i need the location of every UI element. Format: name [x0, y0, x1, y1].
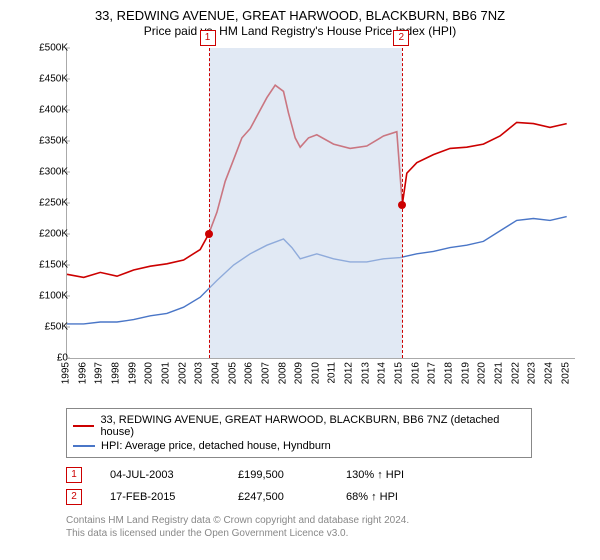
chart-container: 33, REDWING AVENUE, GREAT HARWOOD, BLACK… [0, 0, 600, 548]
sales-table: 1 04-JUL-2003 £199,500 130% ↑ HPI 2 17-F… [66, 464, 582, 508]
legend-swatch [73, 445, 95, 447]
x-tick-label: 2009 [294, 362, 305, 384]
sale-date: 17-FEB-2015 [110, 491, 210, 503]
x-tick-label: 2014 [377, 362, 388, 384]
y-tick-label: £450K [39, 74, 68, 85]
x-tick-label: 2020 [477, 362, 488, 384]
x-tick-label: 1998 [110, 362, 121, 384]
x-tick-label: 1995 [61, 362, 72, 384]
sale-delta: 68% ↑ HPI [346, 491, 398, 503]
x-tick-label: 2003 [194, 362, 205, 384]
x-tick-label: 2010 [310, 362, 321, 384]
sale-dot [398, 201, 406, 209]
y-tick-label: £350K [39, 136, 68, 147]
sale-marker-box: 1 [200, 30, 216, 46]
sale-marker: 1 [66, 467, 82, 483]
x-tick-label: 2023 [527, 362, 538, 384]
x-tick-label: 2021 [494, 362, 505, 384]
legend-item: 33, REDWING AVENUE, GREAT HARWOOD, BLACK… [73, 413, 525, 439]
chart-title-sub: Price paid vs. HM Land Registry's House … [18, 24, 582, 38]
sale-marker: 2 [66, 489, 82, 505]
x-tick-label: 2002 [177, 362, 188, 384]
x-tick-label: 2017 [427, 362, 438, 384]
x-tick-label: 2019 [460, 362, 471, 384]
sale-period-band [209, 48, 403, 358]
x-tick-label: 2016 [410, 362, 421, 384]
y-tick-label: £500K [39, 43, 68, 54]
chart-area: £0£50K£100K£150K£200K£250K£300K£350K£400… [18, 44, 582, 404]
x-tick-label: 2008 [277, 362, 288, 384]
footer-line: This data is licensed under the Open Gov… [66, 527, 582, 540]
sale-marker-box: 2 [393, 30, 409, 46]
chart-title-address: 33, REDWING AVENUE, GREAT HARWOOD, BLACK… [18, 8, 582, 23]
y-tick-label: £150K [39, 260, 68, 271]
y-tick-label: £100K [39, 291, 68, 302]
x-tick-label: 1997 [94, 362, 105, 384]
y-tick-label: £200K [39, 229, 68, 240]
title-block: 33, REDWING AVENUE, GREAT HARWOOD, BLACK… [18, 8, 582, 38]
x-tick-label: 2011 [327, 362, 338, 384]
sale-marker-line [209, 48, 210, 358]
x-tick-label: 2004 [210, 362, 221, 384]
x-tick-label: 2007 [260, 362, 271, 384]
x-tick-label: 2000 [144, 362, 155, 384]
x-tick-label: 2015 [394, 362, 405, 384]
x-tick-label: 2024 [544, 362, 555, 384]
sale-delta: 130% ↑ HPI [346, 469, 404, 481]
plot-region [66, 48, 575, 359]
legend-label: 33, REDWING AVENUE, GREAT HARWOOD, BLACK… [100, 414, 525, 438]
sale-dot [205, 230, 213, 238]
legend-item: HPI: Average price, detached house, Hynd… [73, 439, 525, 453]
footer-line: Contains HM Land Registry data © Crown c… [66, 514, 582, 527]
sales-row: 1 04-JUL-2003 £199,500 130% ↑ HPI [66, 464, 582, 486]
x-tick-label: 2013 [360, 362, 371, 384]
legend-label: HPI: Average price, detached house, Hynd… [101, 440, 331, 452]
y-tick-label: £400K [39, 105, 68, 116]
sale-date: 04-JUL-2003 [110, 469, 210, 481]
legend-swatch [73, 425, 94, 427]
x-tick-label: 2025 [560, 362, 571, 384]
x-tick-label: 2012 [344, 362, 355, 384]
y-tick-label: £250K [39, 198, 68, 209]
sale-price: £199,500 [238, 469, 318, 481]
x-tick-label: 2022 [510, 362, 521, 384]
y-tick-label: £300K [39, 167, 68, 178]
x-tick-label: 2005 [227, 362, 238, 384]
sales-row: 2 17-FEB-2015 £247,500 68% ↑ HPI [66, 486, 582, 508]
x-tick-label: 1996 [77, 362, 88, 384]
x-tick-label: 1999 [127, 362, 138, 384]
x-tick-label: 2001 [160, 362, 171, 384]
attribution-footer: Contains HM Land Registry data © Crown c… [66, 514, 582, 540]
y-tick-label: £50K [45, 322, 68, 333]
sale-price: £247,500 [238, 491, 318, 503]
legend: 33, REDWING AVENUE, GREAT HARWOOD, BLACK… [66, 408, 532, 458]
x-tick-label: 2006 [244, 362, 255, 384]
x-tick-label: 2018 [444, 362, 455, 384]
